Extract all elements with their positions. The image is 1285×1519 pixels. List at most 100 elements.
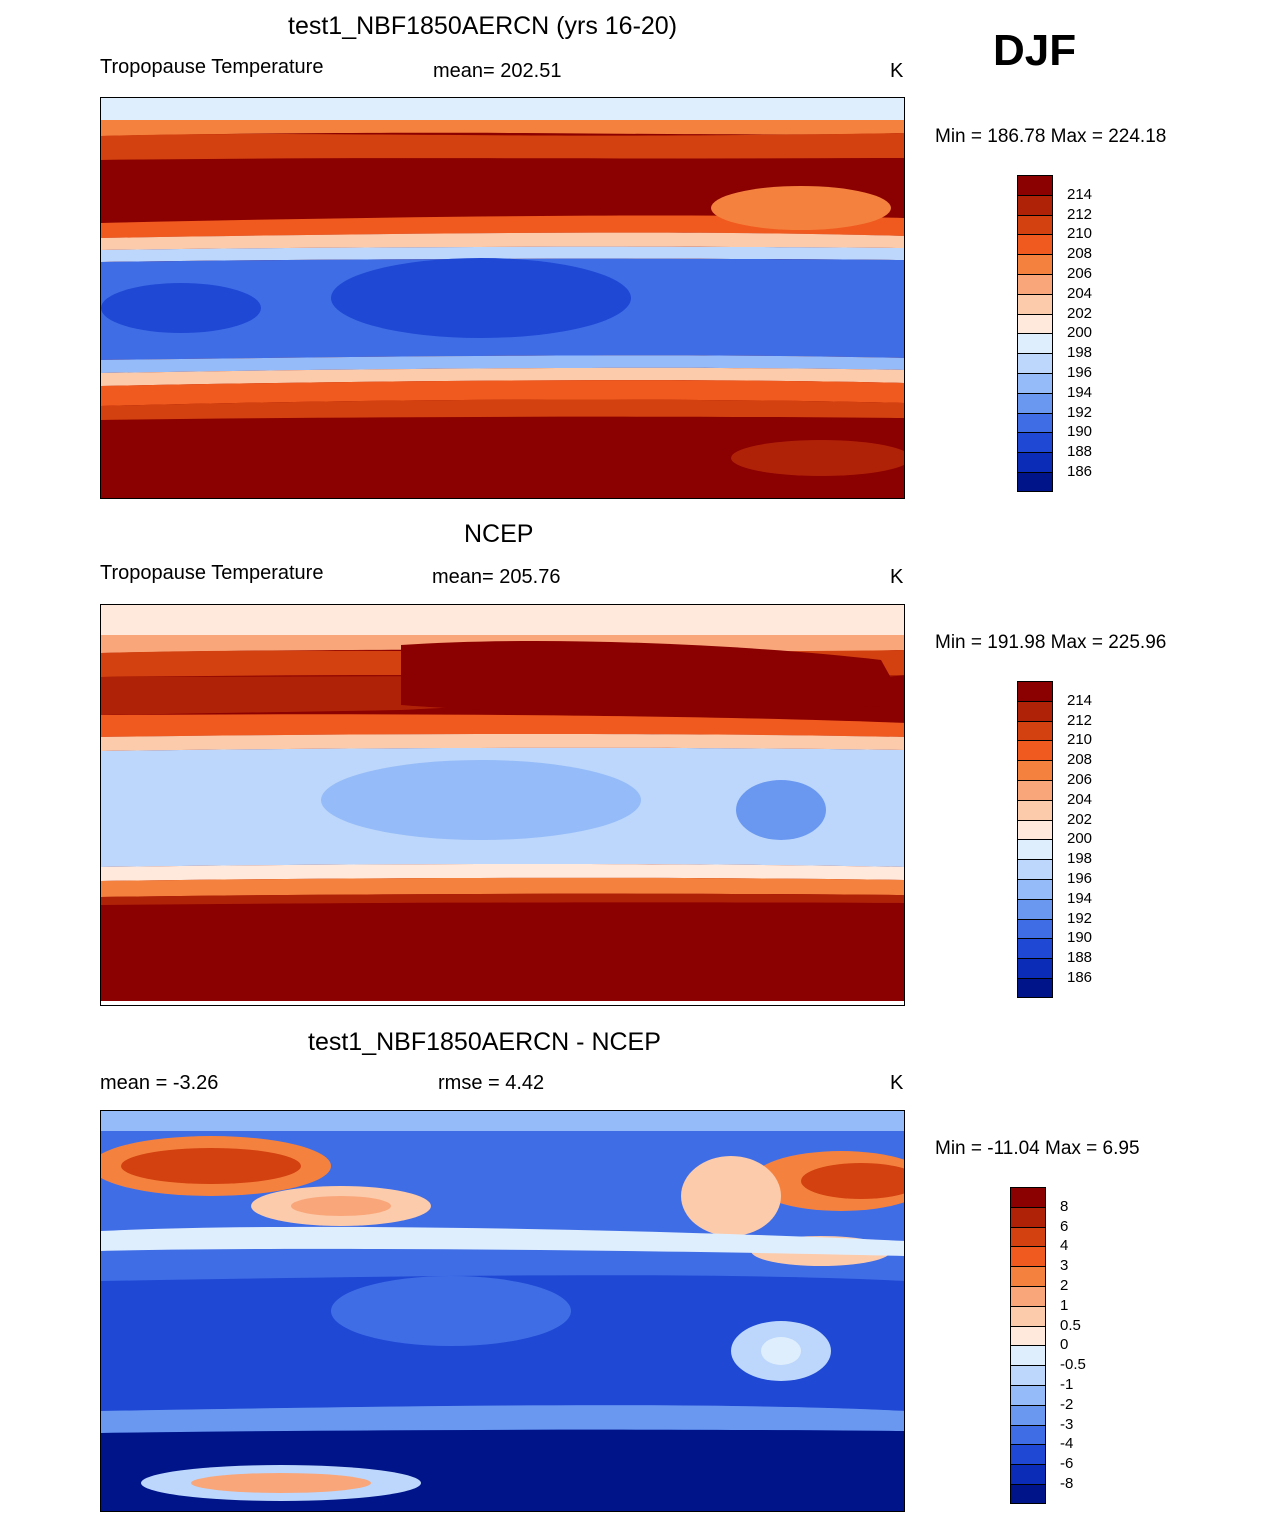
colorbar-label: 186 <box>1067 969 1093 986</box>
panel-3-rmse-label: rmse = 4.42 <box>438 1072 545 1094</box>
colorbar-label: 204 <box>1067 284 1093 302</box>
colorbar-label: 194 <box>1067 889 1093 907</box>
colorbar-box <box>1017 432 1053 453</box>
colorbar-label: 0.5 <box>1060 1316 1081 1334</box>
colorbar-label: 212 <box>1067 205 1093 223</box>
colorbar-box <box>1010 1365 1046 1385</box>
colorbar-label: 208 <box>1067 751 1093 769</box>
colorbar-box <box>1010 1484 1046 1504</box>
colorbar-label: 204 <box>1067 790 1093 808</box>
colorbar-label: 198 <box>1067 344 1093 362</box>
colorbar-label: 8 <box>1060 1197 1069 1215</box>
colorbar-label: 200 <box>1067 324 1093 342</box>
colorbar-label: -1 <box>1060 1376 1074 1393</box>
colorbar-box <box>1017 958 1053 978</box>
panel-2-mean-label: mean= 205.76 <box>432 566 561 588</box>
panel-2-variable-label: Tropopause Temperature <box>100 562 324 584</box>
colorbar-box <box>1017 313 1053 334</box>
colorbar-box <box>1017 839 1053 860</box>
colorbar-label: -2 <box>1060 1395 1074 1413</box>
colorbar-label: 210 <box>1067 225 1093 243</box>
colorbar-label: -3 <box>1060 1415 1074 1433</box>
colorbar-box <box>1010 1266 1046 1286</box>
colorbar-box <box>1017 720 1053 741</box>
panel-3-minmax: Min = -11.04 Max = 6.95 <box>935 1138 1140 1159</box>
colorbar-box <box>1017 254 1053 274</box>
colorbar-label: 202 <box>1067 304 1093 322</box>
colorbar-box <box>1017 333 1053 354</box>
colorbar-label: 190 <box>1067 929 1093 947</box>
colorbar-box <box>1017 412 1053 433</box>
panel-1-contour-field <box>101 98 904 498</box>
colorbar-label: 198 <box>1067 850 1093 868</box>
colorbar-label: 196 <box>1067 870 1093 887</box>
panel-3-contour-field <box>101 1111 904 1511</box>
colorbar-box <box>1017 452 1053 472</box>
colorbar-box <box>1017 898 1053 919</box>
panel-2-map <box>100 604 905 1006</box>
panel-3-units: K <box>890 1072 904 1094</box>
colorbar-label: 188 <box>1067 443 1093 461</box>
colorbar-box <box>1017 859 1053 879</box>
colorbar-label: 214 <box>1067 691 1093 709</box>
colorbar-box <box>1017 274 1053 294</box>
colorbar-label: 192 <box>1067 909 1093 927</box>
colorbar-label: 3 <box>1060 1257 1069 1275</box>
colorbar-box <box>1017 353 1053 373</box>
colorbar-label: 200 <box>1067 830 1093 848</box>
colorbar-box <box>1017 700 1053 721</box>
panel-1-variable-label: Tropopause Temperature <box>100 56 324 78</box>
colorbar-label: 202 <box>1067 810 1093 828</box>
colorbar-frame <box>1017 175 1053 492</box>
panel-1-map <box>100 97 905 499</box>
colorbar-box <box>1017 780 1053 800</box>
panel-1-mean-label: mean= 202.51 <box>433 60 562 82</box>
panel-2-contour-field <box>101 605 904 1005</box>
colorbar-box <box>1017 293 1053 314</box>
colorbar-box <box>1017 740 1053 761</box>
colorbar-box <box>1017 234 1053 255</box>
colorbar-label: 4 <box>1060 1237 1069 1255</box>
colorbar-label: 206 <box>1067 771 1093 788</box>
colorbar-label: 186 <box>1067 463 1093 480</box>
colorbar-label: 210 <box>1067 731 1093 749</box>
panel-1-minmax: Min = 186.78 Max = 224.18 <box>935 126 1167 147</box>
colorbar-label: -6 <box>1060 1455 1074 1473</box>
colorbar-label: 192 <box>1067 403 1093 421</box>
colorbar-label: 2 <box>1060 1277 1069 1294</box>
colorbar-box <box>1017 799 1053 820</box>
colorbar-label: 188 <box>1067 949 1093 967</box>
colorbar-box <box>1010 1464 1046 1484</box>
colorbar-box <box>1010 1246 1046 1267</box>
colorbar-label: 6 <box>1060 1217 1069 1235</box>
panel-3-mean-label: mean = -3.26 <box>100 1072 219 1094</box>
colorbar-box <box>1010 1305 1046 1326</box>
panel-3-map <box>100 1110 905 1512</box>
colorbar-box <box>1017 472 1053 492</box>
colorbar-label: 194 <box>1067 383 1093 401</box>
season-label: DJF <box>993 26 1077 75</box>
colorbar-box <box>1017 978 1053 998</box>
colorbar-box <box>1010 1345 1046 1366</box>
colorbar-box <box>1010 1206 1046 1227</box>
colorbar-label: 1 <box>1060 1296 1069 1314</box>
panel-3-title: test1_NBF1850AERCN - NCEP <box>308 1028 661 1056</box>
colorbar-label: -0.5 <box>1060 1356 1086 1374</box>
colorbar-box <box>1010 1444 1046 1465</box>
panel-2-minmax: Min = 191.98 Max = 225.96 <box>935 632 1167 653</box>
panel-1-units: K <box>890 60 904 82</box>
colorbar-box <box>1010 1226 1046 1247</box>
colorbar-label: 212 <box>1067 711 1093 729</box>
colorbar-box <box>1017 879 1053 899</box>
colorbar-label: 214 <box>1067 185 1093 203</box>
colorbar-box <box>1017 819 1053 840</box>
colorbar-box <box>1017 194 1053 215</box>
colorbar-box <box>1017 392 1053 413</box>
colorbar-box <box>1017 373 1053 393</box>
colorbar-frame <box>1017 681 1053 998</box>
colorbar-box <box>1017 938 1053 959</box>
colorbar-label: 208 <box>1067 245 1093 263</box>
colorbar-label: 190 <box>1067 423 1093 441</box>
colorbar-box <box>1017 760 1053 780</box>
colorbar-box <box>1010 1385 1046 1405</box>
